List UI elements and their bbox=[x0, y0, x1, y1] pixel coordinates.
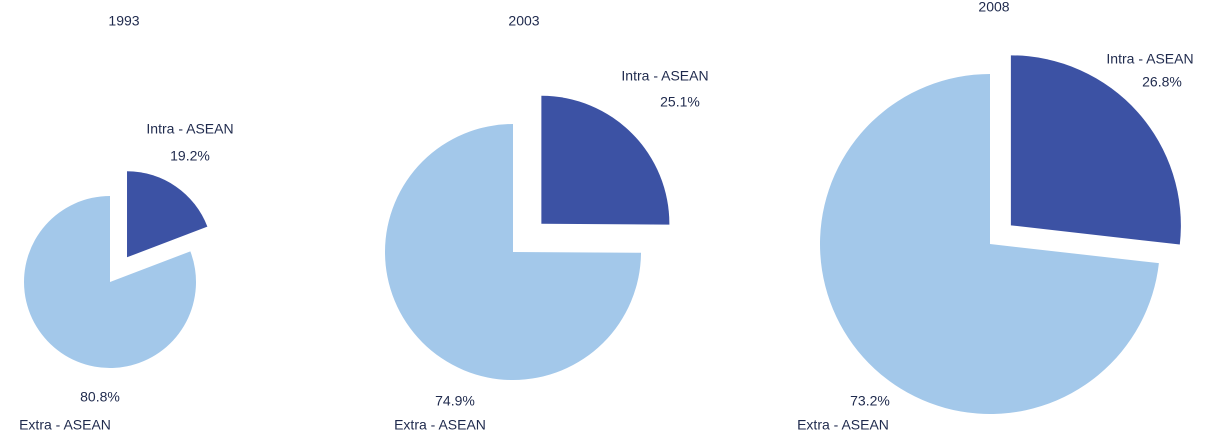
pie-slice bbox=[127, 171, 208, 258]
slice-value: 19.2% bbox=[170, 148, 210, 164]
slice-value: 26.8% bbox=[1142, 74, 1182, 90]
slice-label: Intra - ASEAN bbox=[1106, 51, 1193, 67]
pie-slice bbox=[541, 95, 670, 225]
pie-slice bbox=[385, 124, 641, 381]
slice-label: Intra - ASEAN bbox=[146, 121, 233, 137]
pie-title: 2003 bbox=[508, 13, 539, 29]
slice-label: Extra - ASEAN bbox=[394, 417, 486, 433]
pie-slice bbox=[23, 196, 197, 369]
slice-label: Intra - ASEAN bbox=[621, 68, 708, 84]
slice-value: 74.9% bbox=[435, 393, 475, 409]
slice-label: Extra - ASEAN bbox=[797, 417, 889, 433]
pie-slice bbox=[820, 74, 1159, 415]
pie-title: 2008 bbox=[978, 0, 1009, 15]
slice-label: Extra - ASEAN bbox=[19, 417, 111, 433]
slice-value: 80.8% bbox=[80, 389, 120, 405]
slice-value: 73.2% bbox=[850, 393, 890, 409]
slice-value: 25.1% bbox=[660, 94, 700, 110]
pie-title: 1993 bbox=[108, 13, 139, 29]
pie-slice bbox=[1010, 55, 1181, 245]
